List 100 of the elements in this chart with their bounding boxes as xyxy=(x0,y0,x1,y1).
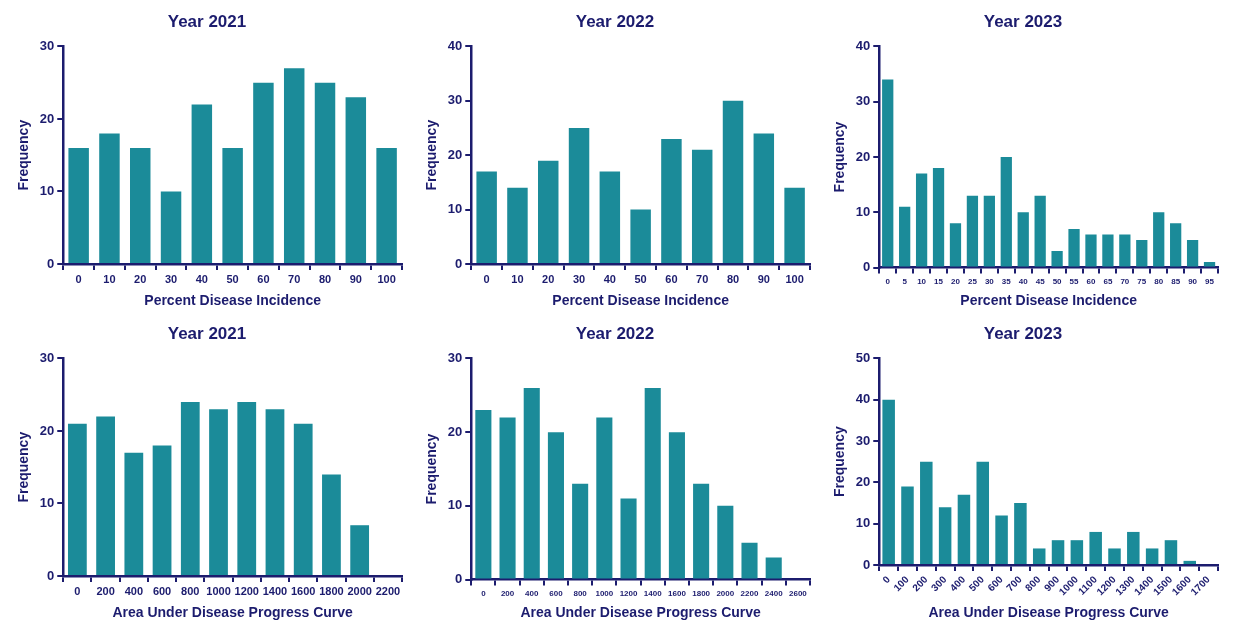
y-tick-label: 40 xyxy=(447,37,463,53)
bar xyxy=(1119,234,1131,267)
chart-title: Year 2022 xyxy=(575,323,655,343)
bar xyxy=(983,195,995,267)
x-axis-title: Percent Disease Incidence xyxy=(552,292,730,309)
bar xyxy=(547,432,564,579)
x-tick-label: 600 xyxy=(985,573,1006,594)
x-tick-label: 1200 xyxy=(619,588,638,598)
x-tick-label: 30 xyxy=(572,272,586,285)
bar xyxy=(741,542,758,579)
x-tick-label: 90 xyxy=(1188,276,1198,286)
y-tick-label: 10 xyxy=(855,515,871,531)
x-tick-label: 40 xyxy=(603,272,616,285)
x-tick-label: 600 xyxy=(152,584,172,597)
bar xyxy=(644,387,661,579)
y-axis-title: Frequency xyxy=(831,426,848,498)
bar xyxy=(68,147,89,263)
bar xyxy=(507,187,528,263)
bar xyxy=(67,423,87,575)
x-tick-label: 30 xyxy=(984,276,995,286)
y-tick-label: 10 xyxy=(39,495,55,511)
x-tick-label: 1000 xyxy=(206,584,231,597)
y-tick-label: 0 xyxy=(863,259,871,275)
bar xyxy=(1032,548,1046,564)
x-tick-label: 55 xyxy=(1069,276,1080,286)
bar xyxy=(1102,234,1114,267)
x-tick-label: 2000 xyxy=(716,588,735,598)
bar xyxy=(901,486,914,564)
y-tick-label: 20 xyxy=(447,146,463,162)
x-tick-label: 5 xyxy=(902,276,908,286)
x-axis-title: Area Under Disease Progress Curve xyxy=(112,604,354,621)
y-tick-label: 20 xyxy=(39,422,55,438)
x-tick-label: 0 xyxy=(880,573,893,586)
bar xyxy=(222,147,243,263)
bar xyxy=(180,401,200,575)
y-tick-label: 10 xyxy=(39,183,55,199)
bar xyxy=(1034,195,1046,267)
x-tick-label: 30 xyxy=(164,272,178,285)
x-tick-label: 1400 xyxy=(643,588,663,598)
y-axis-title: Frequency xyxy=(15,431,32,503)
x-tick-label: 40 xyxy=(1018,276,1029,286)
y-tick-label: 20 xyxy=(855,473,871,489)
y-tick-label: 10 xyxy=(447,497,463,513)
y-tick-label: 20 xyxy=(447,423,463,439)
x-tick-label: 100 xyxy=(891,573,912,594)
x-tick-label: 90 xyxy=(349,272,362,285)
x-tick-label: 800 xyxy=(1023,573,1043,594)
bar xyxy=(957,494,971,564)
bar xyxy=(572,483,589,579)
bar xyxy=(765,557,782,579)
y-tick-label: 30 xyxy=(39,349,55,365)
bar xyxy=(882,399,895,564)
bar xyxy=(1136,239,1148,267)
bar xyxy=(538,160,559,263)
chart-title: Year 2023 xyxy=(983,323,1063,343)
x-tick-label: 95 xyxy=(1205,276,1215,286)
bar xyxy=(599,171,621,263)
bar xyxy=(350,525,370,575)
x-tick-label: 0 xyxy=(74,584,81,597)
x-tick-label: 800 xyxy=(573,588,588,598)
x-tick-label: 500 xyxy=(966,573,987,594)
y-axis-title: Frequency xyxy=(423,119,440,191)
x-tick-label: 1000 xyxy=(595,588,614,598)
bar xyxy=(152,445,172,575)
x-tick-label: 1600 xyxy=(290,584,316,597)
y-tick-label: 40 xyxy=(855,391,871,407)
bar xyxy=(620,498,637,579)
bar xyxy=(753,133,775,263)
y-tick-label: 10 xyxy=(855,203,871,219)
bar xyxy=(1170,223,1182,267)
bar xyxy=(96,416,115,575)
bar xyxy=(920,461,933,564)
x-tick-label: 2200 xyxy=(740,588,759,598)
x-tick-label: 75 xyxy=(1137,276,1147,286)
y-axis-title: Frequency xyxy=(15,119,32,191)
x-tick-label: 60 xyxy=(665,272,678,285)
bar xyxy=(691,149,713,263)
x-tick-label: 400 xyxy=(947,573,968,594)
bar xyxy=(293,423,313,575)
x-tick-label: 80 xyxy=(318,272,332,285)
bar xyxy=(1108,548,1121,564)
y-tick-label: 0 xyxy=(863,556,871,572)
bar xyxy=(130,147,151,263)
bar xyxy=(376,147,397,263)
x-tick-label: 400 xyxy=(525,588,539,598)
x-tick-label: 200 xyxy=(96,584,115,597)
x-tick-label: 10 xyxy=(103,272,116,285)
bar xyxy=(1183,560,1197,564)
x-tick-label: 1800 xyxy=(692,588,711,598)
y-tick-label: 30 xyxy=(855,93,871,109)
y-tick-label: 30 xyxy=(39,37,55,53)
x-tick-label: 10 xyxy=(917,276,927,286)
bar xyxy=(209,409,228,575)
x-tick-label: 25 xyxy=(967,276,978,286)
bar xyxy=(237,401,257,575)
bar xyxy=(191,104,213,263)
bar xyxy=(1000,157,1012,267)
bar xyxy=(1186,239,1199,267)
x-tick-label: 200 xyxy=(500,588,515,598)
y-axis-title: Frequency xyxy=(831,121,848,193)
